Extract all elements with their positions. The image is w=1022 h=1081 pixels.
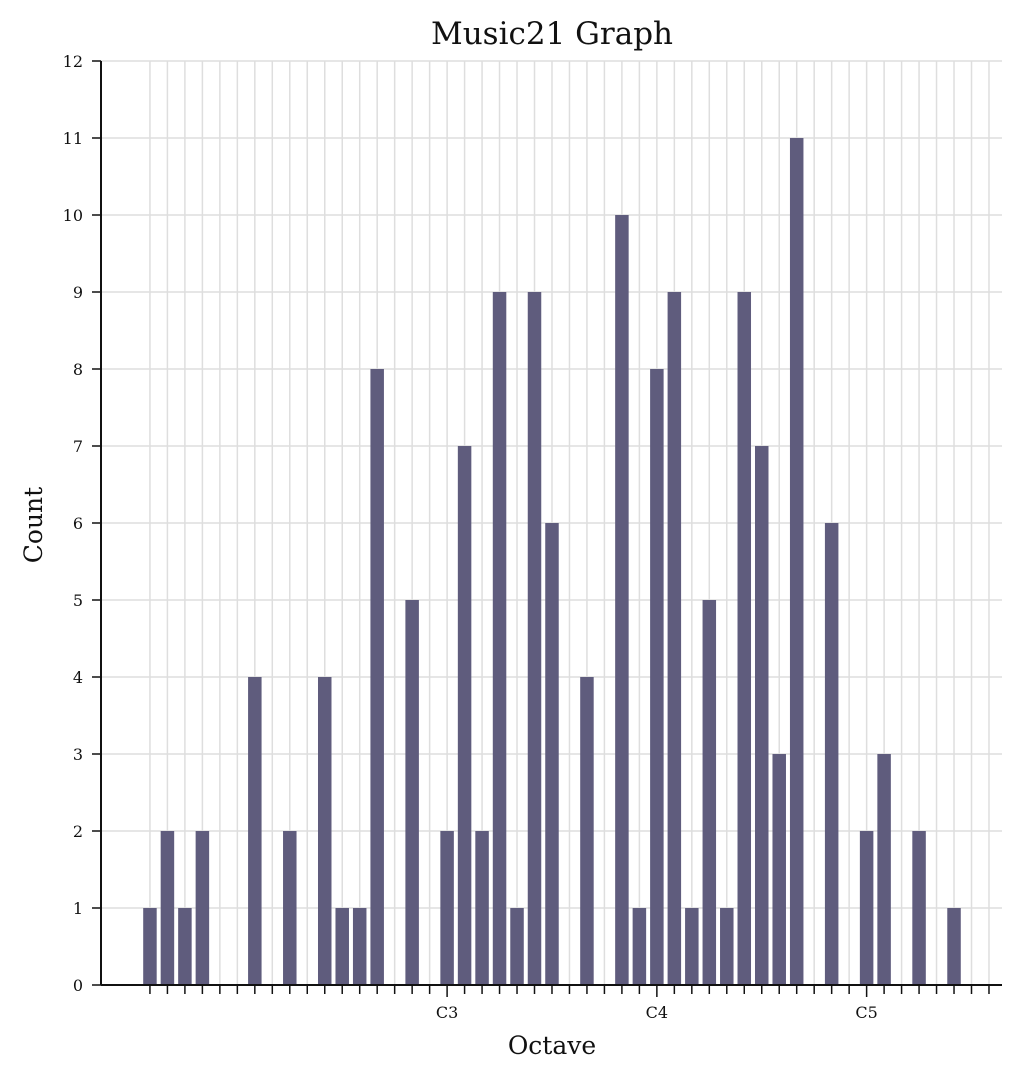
bar xyxy=(317,677,332,985)
y-tick-label: 5 xyxy=(73,591,83,610)
bar xyxy=(160,831,175,985)
bar xyxy=(632,908,647,985)
bar xyxy=(685,908,699,985)
bar xyxy=(580,677,594,985)
chart-title: Music21 Graph xyxy=(431,16,673,52)
bar xyxy=(877,754,891,985)
bar xyxy=(527,292,542,985)
bar xyxy=(143,908,157,985)
bar xyxy=(720,908,734,985)
bar xyxy=(650,369,664,985)
y-tick-label: 2 xyxy=(73,822,83,841)
x-tick-label: C4 xyxy=(646,1003,668,1022)
bar xyxy=(335,908,349,985)
x-tick-label: C5 xyxy=(855,1003,877,1022)
y-tick-label: 0 xyxy=(73,976,83,995)
y-axis-label: Count xyxy=(19,487,48,563)
bar xyxy=(440,831,454,985)
bar xyxy=(947,908,961,985)
bar xyxy=(475,831,489,985)
bar xyxy=(283,831,297,985)
text-layer: Music21 Graph Octave Count 0123456789101… xyxy=(19,16,878,1060)
y-tick-label: 6 xyxy=(73,514,83,533)
y-tick-label: 11 xyxy=(63,129,83,148)
bar xyxy=(667,292,682,985)
x-tick-label: C3 xyxy=(436,1003,458,1022)
bar xyxy=(195,831,210,985)
y-tick-label: 3 xyxy=(73,745,83,764)
y-tick-label: 7 xyxy=(73,437,83,456)
y-tick-label: 10 xyxy=(63,206,83,225)
bar xyxy=(789,138,804,985)
bar xyxy=(248,677,262,985)
y-tick-label: 4 xyxy=(73,668,83,687)
y-tick-label: 8 xyxy=(73,360,83,379)
bar xyxy=(912,831,926,985)
bar xyxy=(859,831,874,985)
bar xyxy=(352,908,367,985)
bar xyxy=(492,292,507,985)
bar xyxy=(702,600,717,985)
bar xyxy=(772,754,786,985)
bar xyxy=(615,215,629,985)
bar xyxy=(545,523,559,985)
bar-layer xyxy=(143,138,961,985)
y-tick-label: 1 xyxy=(73,899,83,918)
bar xyxy=(405,600,419,985)
bar xyxy=(754,446,769,985)
bar xyxy=(370,369,384,985)
bar xyxy=(457,446,472,985)
y-tick-label: 9 xyxy=(73,283,83,302)
bar xyxy=(737,292,752,985)
axis-layer xyxy=(92,60,1002,997)
bar xyxy=(178,908,192,985)
y-tick-label: 12 xyxy=(63,52,83,71)
x-axis-label: Octave xyxy=(508,1031,596,1060)
bar xyxy=(510,908,524,985)
bar xyxy=(824,523,839,985)
